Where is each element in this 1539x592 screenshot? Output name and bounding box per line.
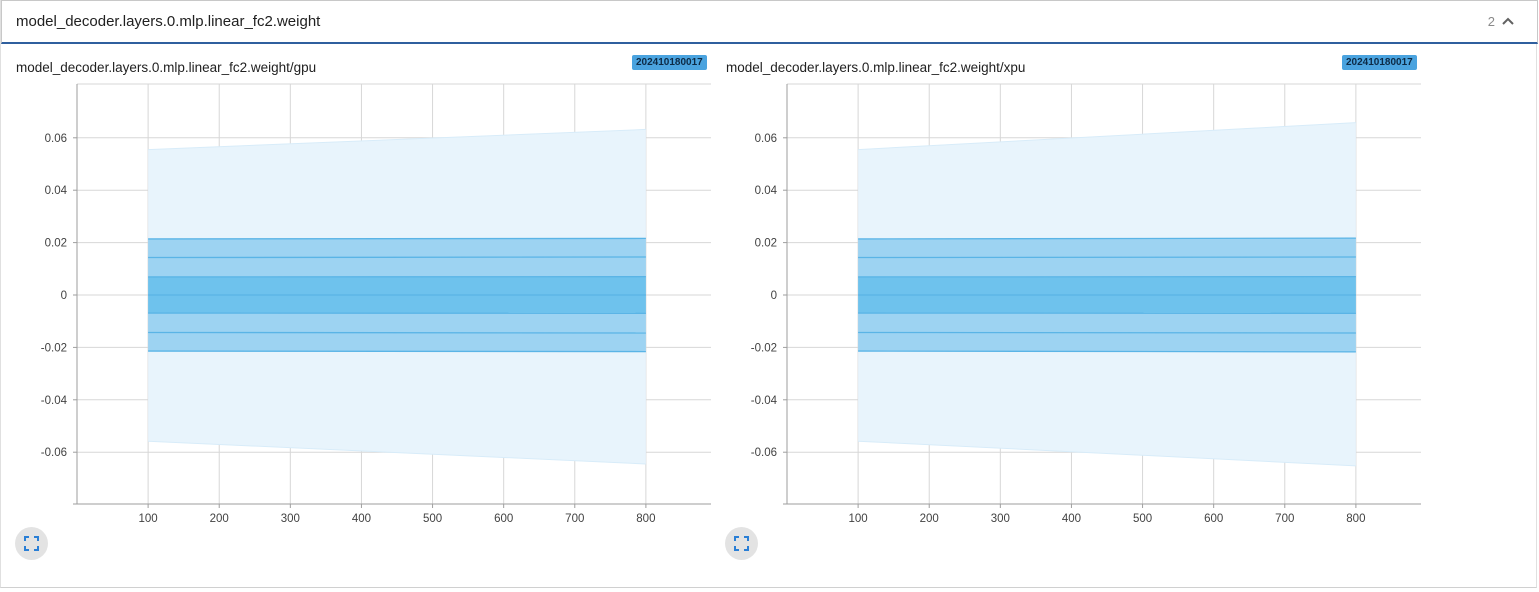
- x-tick-label: 600: [1204, 513, 1223, 525]
- y-tick-label: -0.02: [41, 342, 67, 354]
- histogram-chart-gpu: 0.06 0.04 0.02 0 -0.02 -0.04 -0.06 100 200 300 400…: [41, 83, 711, 525]
- y-tick-label: 0: [61, 290, 67, 302]
- x-tick-label: 700: [1275, 513, 1294, 525]
- series-line-outer: [148, 440, 646, 465]
- y-tick-label: 0.06: [755, 133, 777, 145]
- band-mid-lower: [148, 332, 646, 352]
- chart-title: model_decoder.layers.0.mlp.linear_fc2.we…: [726, 60, 1026, 75]
- x-tick-label: 500: [1133, 513, 1152, 525]
- y-tick-label: 0.02: [45, 238, 67, 250]
- band-outer-upper: [858, 122, 1356, 239]
- y-tick-label: 0.04: [45, 185, 68, 197]
- y-tick-label: -0.06: [41, 447, 67, 459]
- x-tick-label: 100: [849, 513, 868, 525]
- group-count: 2: [1487, 14, 1495, 29]
- fullscreen-icon: [734, 536, 749, 551]
- band-mid-lower: [858, 332, 1356, 352]
- fullscreen-button[interactable]: [15, 527, 48, 560]
- series-line: [148, 331, 646, 334]
- x-tick-label: 300: [281, 513, 300, 525]
- group-header[interactable]: model_decoder.layers.0.mlp.linear_fc2.we…: [1, 0, 1538, 44]
- group-title: model_decoder.layers.0.mlp.linear_fc2.we…: [16, 13, 321, 30]
- chart-card-gpu: model_decoder.layers.0.mlp.linear_fc2.we…: [1, 50, 711, 570]
- histogram-chart-xpu: 0.06 0.04 0.02 0 -0.02 -0.04 -0.06 100 200 300 400…: [751, 83, 1421, 525]
- series-line: [148, 237, 646, 240]
- chart-title: model_decoder.layers.0.mlp.linear_fc2.we…: [16, 60, 317, 75]
- x-tick-label: 200: [920, 513, 939, 525]
- x-tick-label: 500: [423, 513, 442, 525]
- run-badge: 202410180017: [632, 55, 707, 70]
- x-tick-label: 300: [991, 513, 1010, 525]
- band-inner-lower: [858, 295, 1356, 314]
- x-tick-label: 800: [636, 513, 655, 525]
- chart-card-xpu: model_decoder.layers.0.mlp.linear_fc2.we…: [711, 50, 1421, 570]
- series-line: [148, 350, 646, 353]
- series-line: [858, 256, 1356, 259]
- series-line: [148, 256, 646, 259]
- fullscreen-icon: [24, 536, 39, 551]
- band-mid-upper-inner: [858, 257, 1356, 277]
- band-outer-upper: [148, 129, 646, 239]
- x-tick-label: 200: [210, 513, 229, 525]
- x-tick-label: 800: [1346, 513, 1365, 525]
- series-line: [858, 237, 1356, 240]
- band-mid-upper: [858, 238, 1356, 258]
- series-line: [858, 331, 1356, 334]
- x-tick-label: 700: [565, 513, 584, 525]
- x-tick-label: 100: [139, 513, 158, 525]
- x-tick-label: 400: [352, 513, 371, 525]
- y-tick-label: 0.06: [45, 133, 67, 145]
- series-line-outer: [858, 122, 1356, 151]
- y-tick-label: -0.02: [751, 342, 777, 354]
- series-line-outer: [858, 440, 1356, 467]
- y-tick-label: -0.04: [41, 395, 68, 407]
- run-badge: 202410180017: [1342, 55, 1417, 70]
- y-tick-label: 0: [771, 290, 777, 302]
- band-mid-upper: [148, 238, 646, 258]
- y-tick-label: 0.02: [755, 238, 777, 250]
- y-tick-label: 0.04: [755, 185, 778, 197]
- band-outer-lower: [148, 351, 646, 464]
- band-mid-upper-inner: [148, 257, 646, 277]
- band-inner-upper: [858, 276, 1356, 295]
- chevron-up-icon[interactable]: [1501, 14, 1515, 28]
- band-inner-upper: [148, 276, 646, 295]
- y-tick-label: -0.06: [751, 447, 777, 459]
- series-line: [858, 350, 1356, 353]
- x-tick-label: 600: [494, 513, 513, 525]
- series-line-outer: [148, 128, 646, 151]
- fullscreen-button[interactable]: [725, 527, 758, 560]
- band-mid-lower-inner: [858, 313, 1356, 333]
- band-outer-lower: [858, 351, 1356, 466]
- y-tick-label: -0.04: [751, 395, 778, 407]
- x-tick-label: 400: [1062, 513, 1081, 525]
- band-inner-lower: [148, 295, 646, 314]
- band-mid-lower-inner: [148, 313, 646, 333]
